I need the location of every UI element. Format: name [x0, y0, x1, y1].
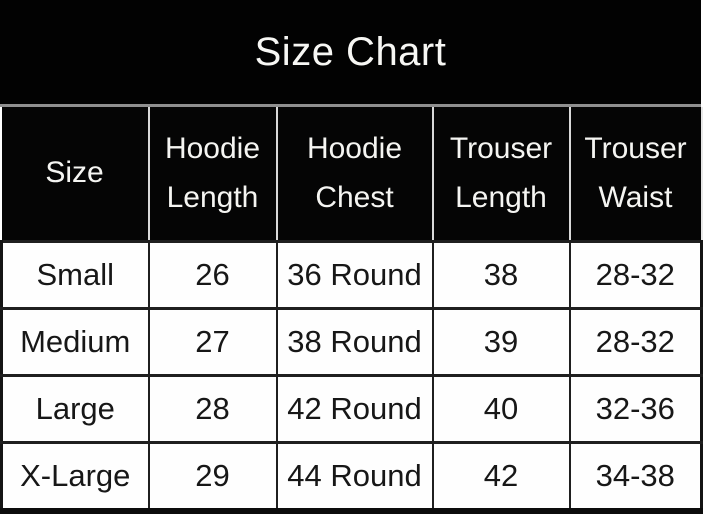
table-row-small: Small 26 36 Round 38 28-32 [0, 240, 703, 310]
hoodie-length-value: 28 [147, 374, 278, 444]
hoodie-length-value: 29 [147, 441, 278, 513]
hoodie-chest-value: 36 Round [275, 240, 434, 310]
table-row-large: Large 28 42 Round 40 32-36 [0, 374, 703, 444]
column-header-trouser-waist: Trouser Waist [569, 107, 703, 242]
trouser-waist-value: 28-32 [568, 307, 703, 377]
page-title: Size Chart [254, 29, 447, 74]
hoodie-chest-value: 42 Round [275, 374, 434, 444]
size-label: Large [0, 374, 150, 444]
table-row-medium: Medium 27 38 Round 39 28-32 [0, 307, 703, 377]
header-row: Size Hoodie Length Hoodie Chest Trouser … [1, 107, 703, 242]
hoodie-chest-value: 44 Round [275, 441, 434, 513]
trouser-waist-value: 34-38 [568, 441, 703, 513]
trouser-length-value: 38 [431, 240, 571, 310]
trouser-waist-value: 28-32 [568, 240, 703, 310]
size-label: X-Large [0, 441, 150, 513]
size-chart-table: Size Hoodie Length Hoodie Chest Trouser … [0, 107, 703, 514]
trouser-length-value: 40 [431, 374, 571, 444]
column-header-hoodie-chest: Hoodie Chest [276, 107, 434, 242]
hoodie-chest-value: 38 Round [275, 307, 434, 377]
column-header-hoodie-length: Hoodie Length [148, 107, 278, 242]
size-label: Medium [0, 307, 150, 377]
title-banner: Size Chart [0, 0, 701, 107]
trouser-waist-value: 32-36 [568, 374, 703, 444]
trouser-length-value: 39 [431, 307, 571, 377]
column-header-trouser-length: Trouser Length [432, 107, 571, 242]
trouser-length-value: 42 [431, 441, 571, 513]
size-label: Small [0, 240, 150, 310]
hoodie-length-value: 27 [147, 307, 278, 377]
column-header-size: Size [1, 107, 150, 242]
table-row-x-large: X-Large 29 44 Round 42 34-38 [0, 441, 703, 513]
hoodie-length-value: 26 [147, 240, 278, 310]
